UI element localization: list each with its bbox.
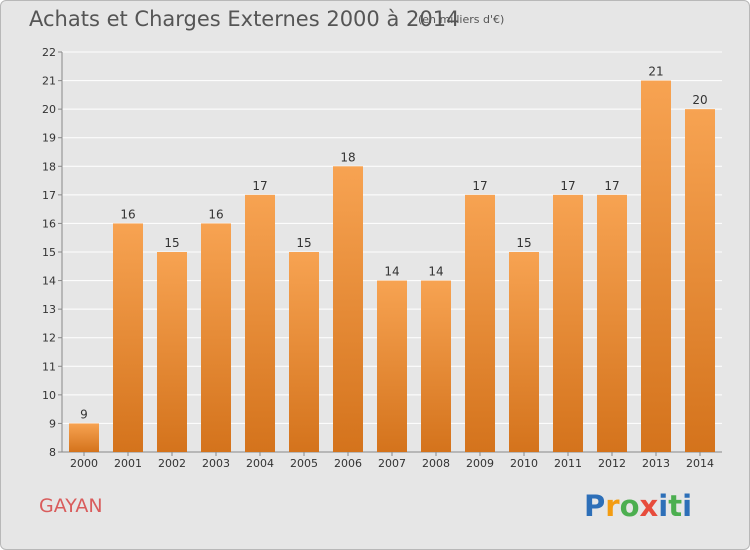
x-tick-label-2002: 2002: [158, 457, 186, 470]
logo-letter: t: [668, 489, 683, 523]
bar-2005: [289, 252, 319, 452]
bar-2002: [157, 252, 187, 452]
bar-2006: [333, 166, 363, 453]
bar-2010: [509, 252, 539, 452]
y-tick-label: 17: [42, 189, 56, 202]
y-tick-label: 19: [42, 132, 56, 145]
x-tick-label-2007: 2007: [378, 457, 406, 470]
bar-2014: [685, 109, 715, 453]
x-tick-label-2012: 2012: [598, 457, 626, 470]
bar-2008: [421, 280, 451, 452]
x-tick-label-2006: 2006: [334, 457, 362, 470]
bar-2003: [201, 223, 231, 452]
data-label-2003: 16: [208, 207, 223, 221]
y-tick-label: 8: [49, 446, 56, 459]
data-label-2011: 17: [560, 179, 575, 193]
logo-letter: r: [605, 489, 620, 523]
data-label-2009: 17: [472, 179, 487, 193]
logo-letter: o: [619, 489, 640, 523]
y-tick-label: 12: [42, 332, 56, 345]
x-tick-label-2011: 2011: [554, 457, 582, 470]
x-tick-label-2003: 2003: [202, 457, 230, 470]
data-label-2001: 16: [120, 207, 135, 221]
y-tick-label: 20: [42, 103, 56, 116]
y-tick-label: 9: [49, 417, 56, 430]
commune-name: GAYAN: [39, 495, 103, 517]
y-tick-label: 18: [42, 160, 56, 173]
x-tick-label-2004: 2004: [246, 457, 274, 470]
x-tick-label-2000: 2000: [70, 457, 98, 470]
x-tick-label-2001: 2001: [114, 457, 142, 470]
bar-2012: [597, 194, 627, 452]
logo-letter: x: [639, 489, 659, 523]
chart-unit: (en milliers d'€): [418, 13, 505, 26]
data-label-2013: 21: [648, 65, 663, 79]
bar-2007: [377, 280, 407, 452]
chart-title: Achats et Charges Externes 2000 à 2014: [29, 7, 460, 31]
x-tick-label-2014: 2014: [686, 457, 714, 470]
data-label-2014: 20: [692, 93, 707, 107]
data-label-2010: 15: [516, 236, 531, 250]
data-label-2005: 15: [296, 236, 311, 250]
x-tick-label-2009: 2009: [466, 457, 494, 470]
data-label-2008: 14: [428, 265, 443, 279]
bar-2000: [69, 423, 99, 452]
y-tick-label: 16: [42, 217, 56, 230]
data-label-2002: 15: [164, 236, 179, 250]
y-tick-label: 22: [42, 46, 56, 59]
proxiti-logo: Proxiti: [584, 489, 692, 523]
y-tick-label: 10: [42, 389, 56, 402]
bar-2011: [553, 194, 583, 452]
data-label-2004: 17: [252, 179, 267, 193]
data-label-2007: 14: [384, 265, 399, 279]
x-tick-label-2013: 2013: [642, 457, 670, 470]
logo-letter: P: [584, 489, 606, 523]
data-label-2006: 18: [340, 150, 355, 164]
x-tick-label-2005: 2005: [290, 457, 318, 470]
bar-2013: [641, 80, 671, 453]
x-tick-label-2008: 2008: [422, 457, 450, 470]
y-tick-label: 15: [42, 246, 56, 259]
logo-letter: i: [682, 489, 693, 523]
data-label-2000: 9: [80, 407, 88, 421]
x-tick-label-2010: 2010: [510, 457, 538, 470]
y-tick-label: 11: [42, 360, 56, 373]
bar-2009: [465, 194, 495, 452]
logo-letter: i: [658, 489, 669, 523]
bar-2004: [245, 194, 275, 452]
y-tick-label: 14: [42, 275, 56, 288]
y-tick-label: 13: [42, 303, 56, 316]
data-label-2012: 17: [604, 179, 619, 193]
y-tick-label: 21: [42, 75, 56, 88]
bar-2001: [113, 223, 143, 452]
